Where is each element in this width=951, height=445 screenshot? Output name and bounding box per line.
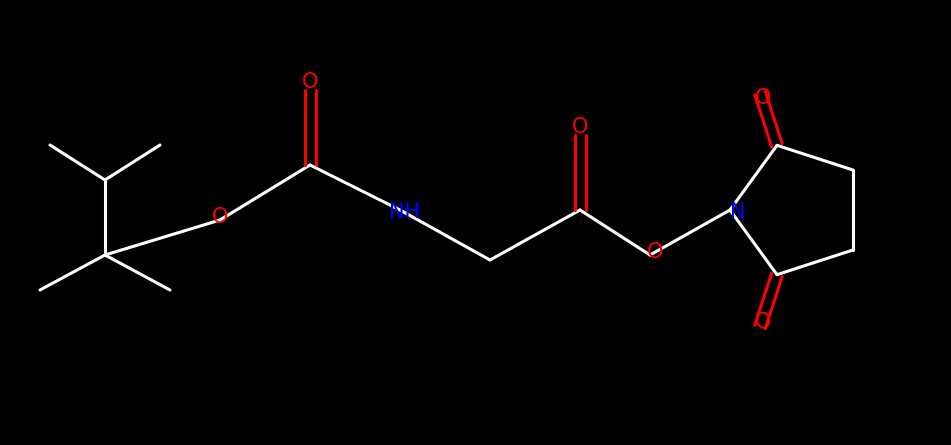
Text: O: O <box>755 312 771 332</box>
Text: O: O <box>212 207 228 227</box>
Text: N: N <box>730 202 746 222</box>
Text: O: O <box>301 72 319 92</box>
Text: O: O <box>755 88 771 108</box>
Text: O: O <box>572 117 588 137</box>
Text: NH: NH <box>390 202 420 222</box>
Text: O: O <box>647 242 663 262</box>
